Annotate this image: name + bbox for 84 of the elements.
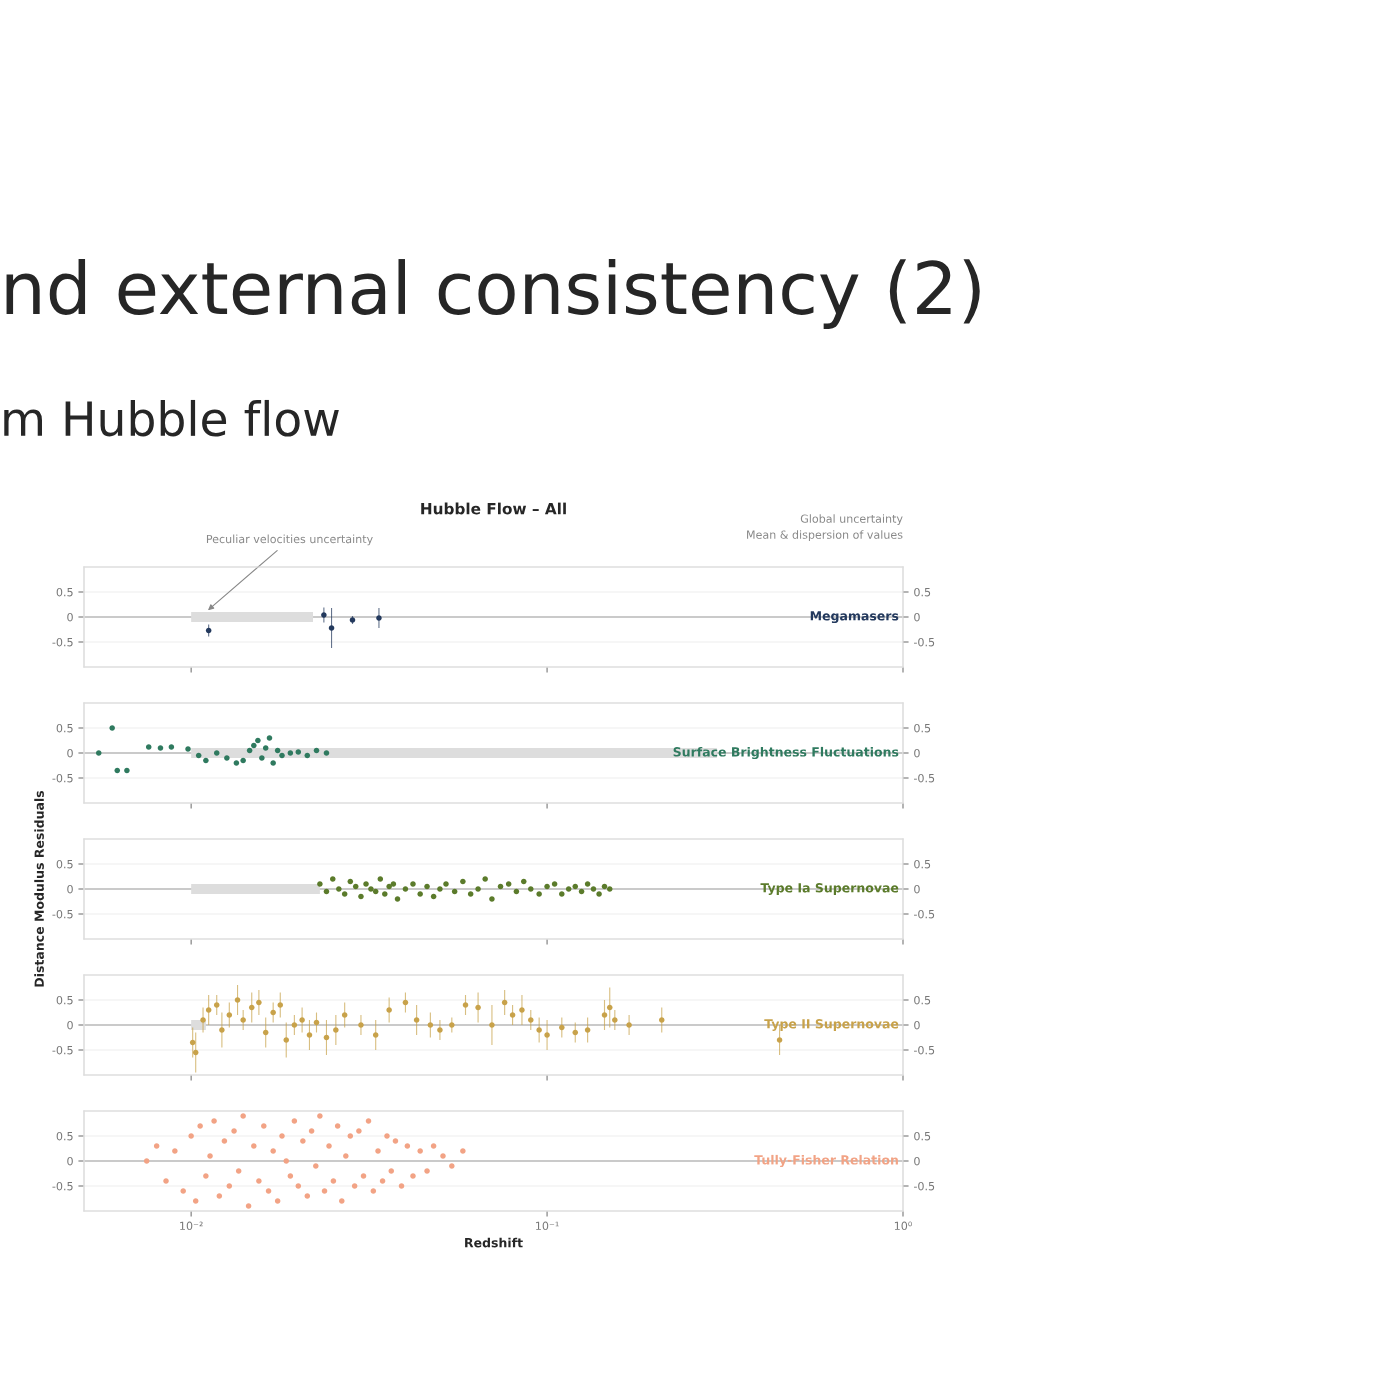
y-axis-title: Distance Modulus Residuals xyxy=(34,790,44,987)
y-tick-label: 0.5 xyxy=(56,723,73,733)
point xyxy=(379,1178,386,1184)
y2-tick-label: 0.5 xyxy=(914,859,931,869)
y-tick-label: 0 xyxy=(67,748,73,758)
y2-tick-label: 0.5 xyxy=(914,995,931,1005)
text: Surface Brightness Fluctuations xyxy=(673,746,899,760)
chart-title: Hubble Flow – All xyxy=(421,502,566,515)
point xyxy=(404,1143,411,1149)
point xyxy=(226,1183,233,1189)
y-tick-label: 0 xyxy=(67,612,73,622)
y2-tick-label: 0.5 xyxy=(914,1131,931,1141)
y-tick-label: -0.5 xyxy=(52,637,73,647)
point xyxy=(384,1133,390,1139)
x-tick-label: 10⁰ xyxy=(894,1221,912,1231)
text: Type Ia Supernovae xyxy=(760,883,899,896)
text: nd external consistency (2) xyxy=(6,259,980,329)
series-label: Type II Supernovae xyxy=(764,1019,899,1032)
text: Mean & dispersion of values xyxy=(747,530,903,541)
point xyxy=(317,1113,323,1119)
point xyxy=(188,1133,194,1139)
point xyxy=(231,1128,237,1134)
y2-tick-label: 0 xyxy=(914,612,920,622)
y-tick-label: 0 xyxy=(67,884,73,894)
y2-tick-label: 0.5 xyxy=(914,723,931,733)
point xyxy=(360,1173,367,1179)
point xyxy=(211,1118,217,1124)
point xyxy=(207,1153,213,1159)
y-tick-label: -0.5 xyxy=(52,909,73,919)
y2-tick-label: -0.5 xyxy=(913,637,935,647)
point xyxy=(347,1133,354,1139)
y-tick-label: 0.5 xyxy=(56,587,73,597)
point xyxy=(392,1138,399,1144)
point xyxy=(321,1188,328,1194)
point xyxy=(343,1153,349,1159)
point xyxy=(351,1183,358,1189)
point xyxy=(326,1143,332,1149)
point xyxy=(235,1168,242,1174)
band-label: Peculiar velocities uncertainty xyxy=(206,534,373,546)
point xyxy=(356,1128,362,1134)
text: Tully-Fisher Relation xyxy=(754,1154,898,1168)
point xyxy=(245,1203,252,1209)
y2-tick-label: -0.5 xyxy=(913,1045,935,1055)
point xyxy=(398,1183,405,1189)
y2-tick-label: -0.5 xyxy=(913,1181,935,1191)
y-tick-label: 0 xyxy=(67,1156,73,1166)
point xyxy=(334,1123,341,1129)
y2-tick-label: -0.5 xyxy=(913,773,935,783)
point xyxy=(313,1163,319,1169)
y-tick-label: -0.5 xyxy=(52,1181,73,1191)
x-axis-title: Redshift xyxy=(465,1237,523,1248)
point xyxy=(370,1188,377,1194)
point xyxy=(365,1118,372,1124)
point xyxy=(330,1178,337,1184)
y2-tick-label: 0 xyxy=(914,1020,920,1030)
y2-tick-label: 0 xyxy=(914,1156,920,1166)
y2-tick-label: -0.5 xyxy=(913,909,935,919)
point xyxy=(308,1128,315,1134)
y-tick-label: -0.5 xyxy=(52,773,73,783)
point xyxy=(197,1123,203,1129)
y2-tick-label: 0 xyxy=(914,748,920,758)
text: Global uncertainty xyxy=(800,514,903,525)
point xyxy=(300,1138,306,1144)
y-tick-label: 0.5 xyxy=(56,995,73,1005)
point xyxy=(339,1198,345,1204)
point xyxy=(203,1173,209,1179)
text: m Hubble flow xyxy=(4,399,339,437)
y2-tick-label: 0.5 xyxy=(914,587,931,597)
point xyxy=(388,1168,395,1174)
x-tick-label: 10⁻² xyxy=(180,1221,203,1231)
point xyxy=(295,1183,302,1189)
point xyxy=(304,1193,311,1199)
point xyxy=(192,1198,199,1204)
text: Megamasers xyxy=(810,611,899,624)
y2-tick-label: 0 xyxy=(914,884,920,894)
x-tick-label: 10⁻¹ xyxy=(536,1221,559,1231)
point xyxy=(375,1148,381,1154)
y-tick-label: 0.5 xyxy=(56,859,73,869)
y-tick-label: 0 xyxy=(67,1020,73,1030)
y-tick-label: 0.5 xyxy=(56,1131,73,1141)
y-tick-label: -0.5 xyxy=(52,1045,73,1055)
point xyxy=(240,1113,246,1119)
point xyxy=(216,1193,223,1199)
point xyxy=(221,1138,228,1144)
